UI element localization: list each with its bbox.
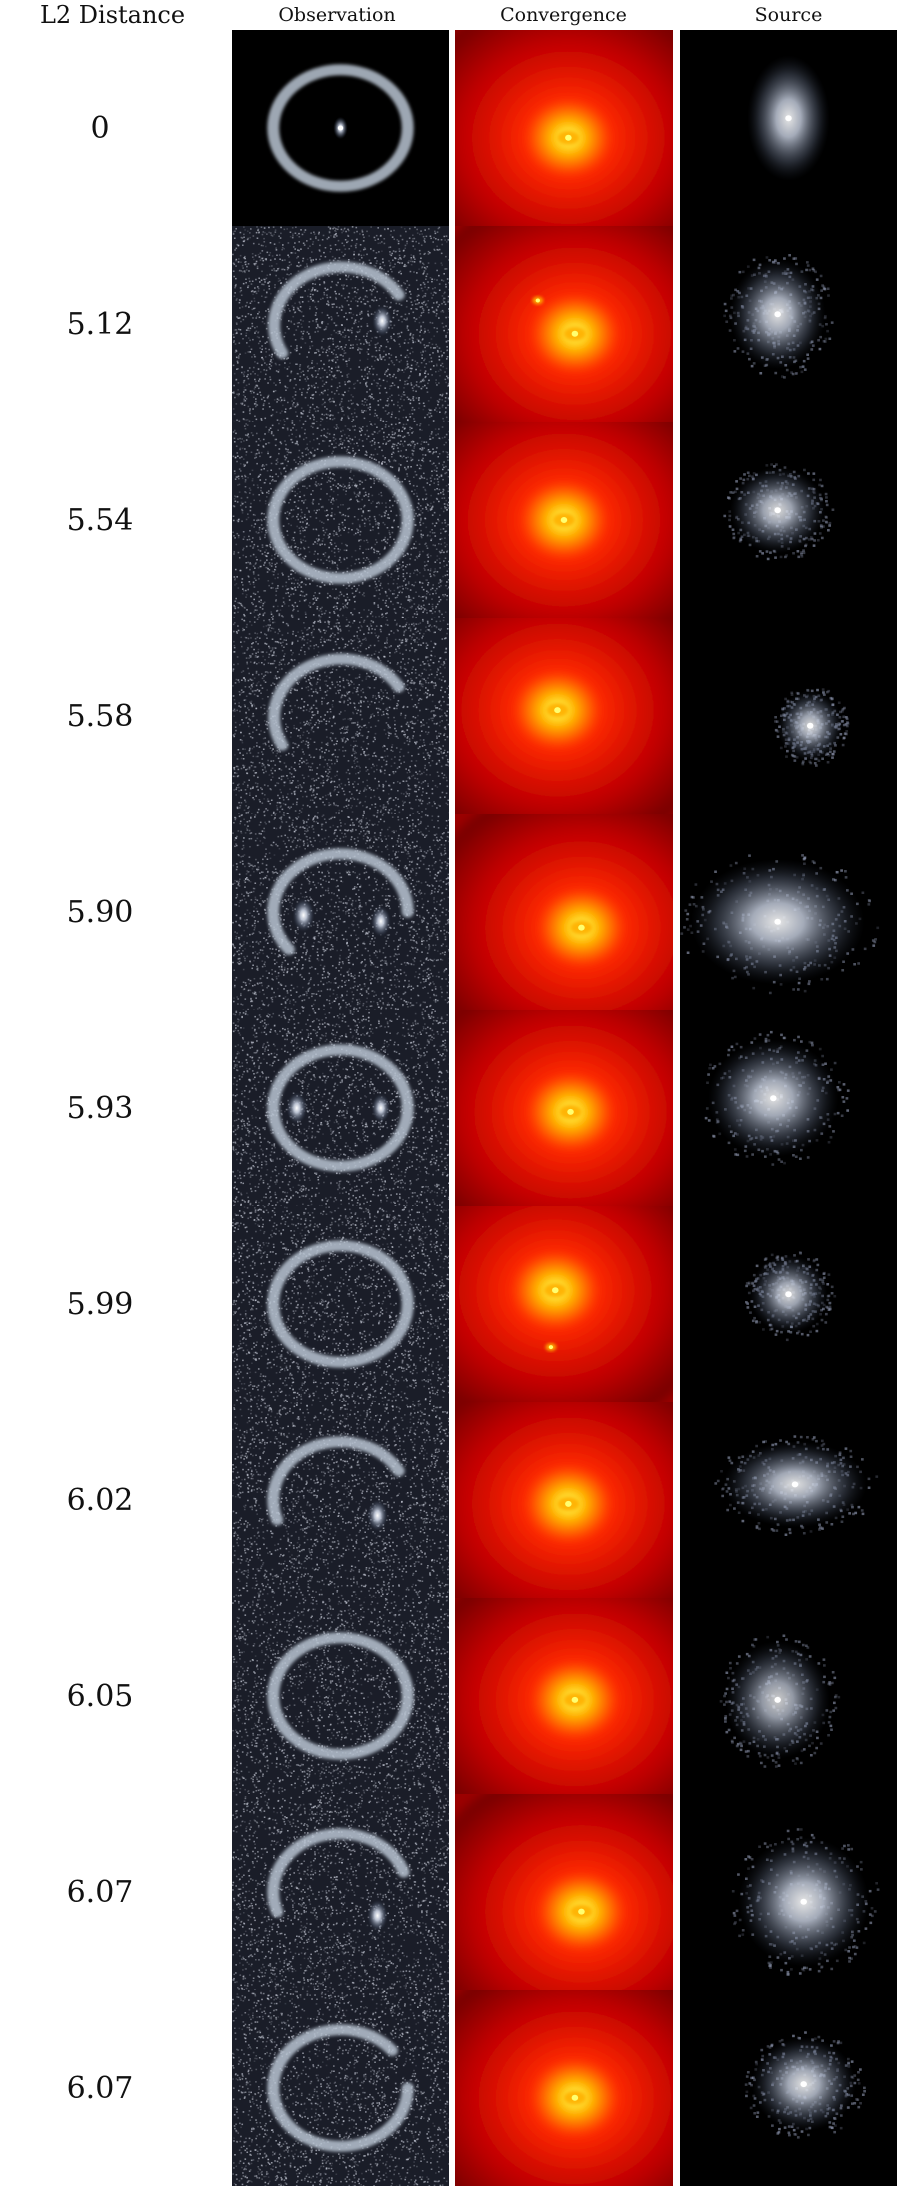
source-image: [680, 1990, 897, 2186]
l2-distance-value: 0: [0, 30, 200, 226]
observation-image: [232, 226, 449, 422]
source-image: [680, 618, 897, 814]
source-image: [680, 1402, 897, 1598]
source-image: [680, 422, 897, 618]
observation-image: [232, 1206, 449, 1402]
l2-distance-value: 5.93: [0, 1010, 200, 1206]
lens-row: 5.58: [0, 618, 897, 814]
observation-image: [232, 1010, 449, 1206]
convergence-image: [455, 1794, 673, 1990]
lens-row: 6.07: [0, 1794, 897, 1990]
convergence-image: [455, 1598, 673, 1794]
observation-image: [232, 422, 449, 618]
source-image: [680, 30, 897, 226]
l2-distance-value: 5.90: [0, 814, 200, 1010]
lens-row: 6.07: [0, 1990, 897, 2186]
source-image: [680, 1010, 897, 1206]
lens-row: 5.93: [0, 1010, 897, 1206]
header-convergence: Convergence: [455, 0, 672, 30]
l2-distance-value: 6.02: [0, 1402, 200, 1598]
convergence-image: [455, 1010, 673, 1206]
observation-image: [232, 618, 449, 814]
observation-image: [232, 1598, 449, 1794]
header-l2-distance: L2 Distance: [0, 0, 225, 30]
l2-distance-value: 6.07: [0, 1794, 200, 1990]
observation-image: [232, 1794, 449, 1990]
convergence-image: [455, 1402, 673, 1598]
lens-row: 5.54: [0, 422, 897, 618]
lens-row: 5.99: [0, 1206, 897, 1402]
lens-row: 5.12: [0, 226, 897, 422]
l2-distance-value: 5.54: [0, 422, 200, 618]
convergence-image: [455, 1206, 673, 1402]
observation-image: [232, 1402, 449, 1598]
l2-distance-value: 5.58: [0, 618, 200, 814]
image-grid: 0 5.12 5.54 5.58 5.90 5.93 5.99 6.02 6.05 6.07 6.0…: [0, 30, 897, 2186]
convergence-image: [455, 30, 673, 226]
source-image: [680, 1794, 897, 1990]
convergence-image: [455, 422, 673, 618]
l2-distance-value: 6.05: [0, 1598, 200, 1794]
convergence-image: [455, 1990, 673, 2186]
lens-row: 6.02: [0, 1402, 897, 1598]
lens-row: 6.05: [0, 1598, 897, 1794]
convergence-image: [455, 226, 673, 422]
source-image: [680, 1598, 897, 1794]
source-image: [680, 814, 897, 1010]
observation-image: [232, 814, 449, 1010]
lens-row: 0: [0, 30, 897, 226]
l2-distance-value: 5.99: [0, 1206, 200, 1402]
l2-distance-value: 5.12: [0, 226, 200, 422]
convergence-image: [455, 814, 673, 1010]
header-observation: Observation: [232, 0, 442, 30]
lens-row: 5.90: [0, 814, 897, 1010]
observation-image: [232, 1990, 449, 2186]
header-source: Source: [680, 0, 897, 30]
observation-image: [232, 30, 449, 226]
l2-distance-value: 6.07: [0, 1990, 200, 2186]
source-image: [680, 226, 897, 422]
source-image: [680, 1206, 897, 1402]
convergence-image: [455, 618, 673, 814]
